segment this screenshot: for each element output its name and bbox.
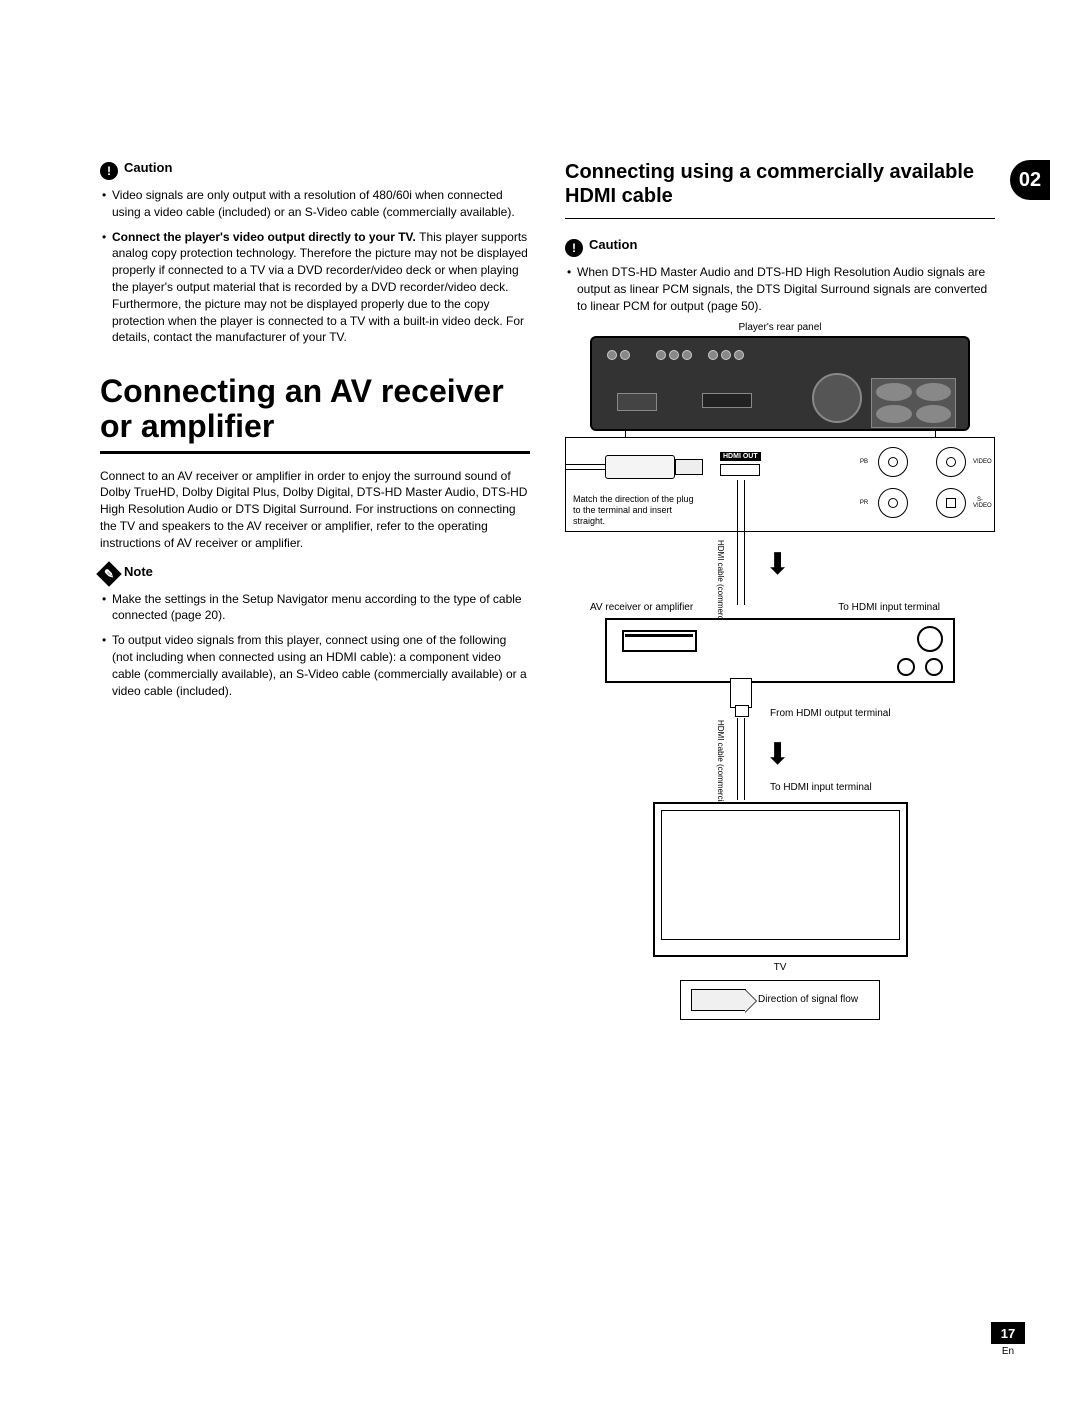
caution-item: Video signals are only output with a res… [112, 187, 530, 221]
note-item: Make the settings in the Setup Navigator… [112, 591, 530, 625]
to-hdmi-label: To HDMI input terminal [770, 782, 872, 793]
caution-icon: ! [565, 239, 583, 257]
subsection-rule [565, 218, 995, 219]
left-column: ! Caution Video signals are only output … [100, 160, 530, 982]
legend-box: Direction of signal flow [680, 980, 880, 1020]
connection-diagram: Player's rear panel HDMI OUT [565, 322, 995, 982]
page-number: 17 [991, 1322, 1025, 1344]
hdmi-match-note: Match the direction of the plug to the t… [573, 494, 703, 526]
chapter-badge: 02 [1010, 160, 1050, 200]
hdmi-out-label: HDMI OUT [720, 452, 761, 461]
right-column: Connecting using a commercially availabl… [565, 160, 995, 982]
caution-list-right: When DTS-HD Master Audio and DTS-HD High… [565, 264, 995, 314]
tv-label: TV [565, 962, 995, 973]
note-list: Make the settings in the Setup Navigator… [100, 591, 530, 700]
note-label: Note [124, 564, 153, 579]
note-item: To output video signals from this player… [112, 632, 530, 699]
hdmi-plug-icon [605, 455, 675, 479]
page-language: En [991, 1346, 1025, 1357]
caution-item: Connect the player's video output direct… [112, 229, 530, 347]
subsection-header: Connecting using a commercially availabl… [565, 160, 995, 212]
arrow-down-icon: ⬇ [765, 740, 790, 770]
signal-arrow-icon [691, 989, 746, 1011]
hdmi-plug-icon [730, 678, 752, 708]
arrow-down-icon: ⬇ [765, 550, 790, 580]
subsection-heading: Connecting using a commercially availabl… [565, 160, 995, 208]
to-hdmi-label: To HDMI input terminal [838, 602, 940, 613]
rear-panel-label: Player's rear panel [565, 322, 995, 333]
from-hdmi-label: From HDMI output terminal [770, 708, 891, 719]
caution-item: When DTS-HD Master Audio and DTS-HD High… [577, 264, 995, 314]
jack-grid: PB VIDEO PR S-VIDEO [857, 442, 987, 522]
intro-paragraph: Connect to an AV receiver or amplifier i… [100, 468, 530, 552]
page-footer: 17 En [991, 1322, 1025, 1357]
note-icon: ✎ [96, 561, 121, 586]
caution-label: Caution [124, 160, 172, 175]
caution-heading: ! Caution [100, 160, 530, 181]
caution-list: Video signals are only output with a res… [100, 187, 530, 346]
note-heading: ✎ Note [100, 564, 530, 585]
section-heading: Connecting an AV receiver or amplifier [100, 374, 530, 444]
caution-label: Caution [589, 237, 637, 252]
receiver-box [605, 618, 955, 683]
heading-rule [100, 451, 530, 454]
tv-box [653, 802, 908, 957]
caution-icon: ! [100, 162, 118, 180]
rear-panel [590, 336, 970, 431]
legend-text: Direction of signal flow [758, 994, 858, 1006]
caution-heading-right: ! Caution [565, 237, 995, 258]
receiver-label: AV receiver or amplifier [590, 602, 693, 613]
